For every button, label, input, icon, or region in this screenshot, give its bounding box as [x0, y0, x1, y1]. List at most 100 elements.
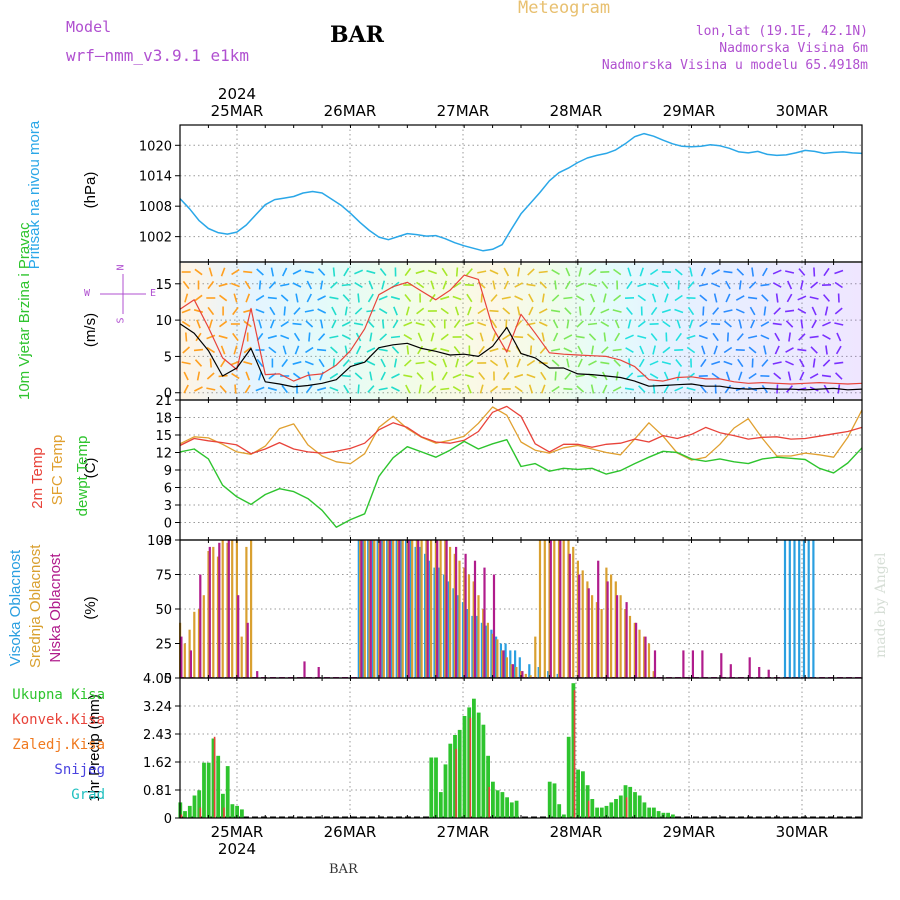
- wind-arrow: [206, 346, 216, 354]
- wind-arrow: [566, 319, 570, 329]
- wind-arrow: [588, 268, 597, 276]
- wind-arrow: [292, 282, 302, 288]
- precip-bar: [457, 729, 462, 818]
- cloud-bar: [543, 540, 546, 678]
- wind-arrow: [688, 319, 694, 329]
- wind-arrow: [686, 387, 696, 391]
- wind-arrow: [613, 294, 622, 302]
- cloud-bar: [317, 667, 320, 678]
- wind-arrow: [711, 360, 721, 366]
- wind-arrow: [798, 358, 805, 368]
- wind-arrow: [824, 306, 829, 316]
- date-label-bottom: 29MAR: [663, 823, 716, 841]
- wind-arrow: [563, 387, 573, 391]
- cloud-bar: [240, 636, 243, 678]
- wind-arrow: [748, 372, 757, 380]
- wind-arrow: [490, 385, 499, 393]
- wind-arrow: [330, 281, 338, 289]
- wind-arrow: [183, 384, 189, 394]
- y-tick-label: 3: [164, 499, 172, 514]
- wind-arrow: [748, 335, 758, 339]
- precip-bar: [623, 785, 628, 818]
- date-label-top: 27MAR: [437, 102, 490, 120]
- wind-arrow: [649, 373, 659, 379]
- wind-arrow: [193, 309, 204, 313]
- wind-arrow: [378, 387, 388, 391]
- wind-arrow: [600, 361, 610, 365]
- wind-arrow: [369, 371, 373, 381]
- precip-bar: [448, 743, 453, 818]
- wind-arrow: [269, 319, 275, 329]
- cloud-bar: [501, 650, 504, 678]
- precip-bar: [462, 716, 467, 818]
- wind-arrow: [501, 347, 511, 353]
- wind-arrow: [514, 282, 523, 288]
- wind-arrow: [281, 384, 289, 394]
- wind-arrow: [538, 270, 548, 274]
- wind-arrow: [332, 358, 336, 368]
- model-label: Model: [66, 18, 112, 36]
- wind-arrow: [489, 309, 499, 313]
- wind-arrow: [724, 384, 732, 394]
- cloud-bar: [415, 540, 418, 678]
- wind-arrow: [726, 332, 729, 342]
- precip-bar: [637, 795, 642, 818]
- wind-arrow: [800, 280, 804, 290]
- wind-arrow: [649, 268, 659, 276]
- wind-arrow: [292, 372, 302, 380]
- wind-arrow: [317, 348, 327, 352]
- wind-arrow: [662, 346, 671, 354]
- wind-arrow: [477, 307, 486, 315]
- wind-arrow: [477, 321, 487, 327]
- wind-arrow: [773, 372, 782, 380]
- cloud-bar: [180, 636, 183, 678]
- wind-arrow: [798, 333, 806, 341]
- wind-arrow: [785, 347, 794, 353]
- wind-arrow: [416, 372, 424, 380]
- model-elevation-label: Nadmorska Visina u modelu 65.4918m: [601, 58, 868, 73]
- cloud-bar: [576, 560, 579, 678]
- wind-arrow: [551, 294, 560, 302]
- wind-arrow: [761, 359, 769, 367]
- wind-arrow: [760, 283, 770, 287]
- wind-arrow: [219, 320, 228, 328]
- wind-arrow: [381, 319, 385, 329]
- wind-arrow: [415, 269, 425, 275]
- year-label-top: 2024: [218, 85, 256, 103]
- wind-arrow: [283, 306, 286, 316]
- wind-arrow: [503, 267, 510, 277]
- wind-arrow: [304, 360, 314, 366]
- wind-arrow: [231, 268, 240, 276]
- precip-bar: [671, 814, 675, 818]
- cloud-bar: [534, 636, 537, 678]
- wind-arrow: [353, 361, 364, 365]
- cloud-bar: [514, 650, 517, 678]
- y-tick-label: 0: [164, 812, 172, 827]
- precip-bar: [429, 757, 434, 818]
- wind-arrow: [379, 333, 388, 341]
- wind-arrow: [267, 335, 277, 339]
- wind-arrow: [551, 385, 560, 393]
- cloud-bar: [411, 540, 414, 678]
- wind-arrow: [505, 319, 508, 329]
- wind-arrow: [453, 319, 461, 329]
- cloud-bar: [445, 540, 448, 678]
- wind-arrow: [391, 346, 400, 354]
- cloud-bar: [547, 671, 550, 678]
- wind-arrow: [835, 345, 842, 355]
- wind-arrow: [280, 334, 290, 340]
- precip-bar: [581, 771, 585, 818]
- wind-arrow: [834, 307, 843, 315]
- wind-arrow: [638, 385, 646, 393]
- cloud-bar: [624, 609, 627, 678]
- wind-arrow: [725, 293, 731, 303]
- cloud-bar: [407, 540, 410, 678]
- wind-arrow: [538, 308, 548, 314]
- panel-frame: [179, 124, 863, 263]
- y-tick-label: 15: [155, 429, 172, 444]
- wind-arrow: [357, 293, 360, 303]
- wind-arrow: [526, 283, 536, 287]
- wind-arrow: [480, 293, 483, 303]
- cloud-bar: [439, 540, 442, 678]
